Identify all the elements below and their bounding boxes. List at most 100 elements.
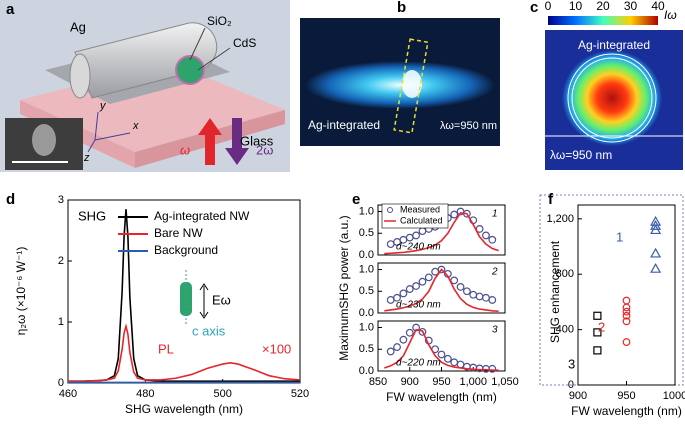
label: 2ω [256, 142, 273, 157]
panel-label: e [352, 191, 360, 208]
legend-label: Background [154, 243, 218, 257]
series-line [68, 323, 301, 382]
y-axis-label: SHG enhancement [548, 240, 562, 343]
panel-label: b [397, 0, 406, 16]
colorbar-tick-label: 20 [596, 0, 610, 13]
marker [482, 293, 490, 302]
x-axis-label: SHG wavelength (nm) [125, 402, 243, 416]
marker [622, 311, 631, 320]
marker [622, 296, 631, 305]
marker [593, 346, 602, 355]
marker [405, 233, 414, 242]
y-tick-label: 1,200 [546, 213, 574, 225]
y-tick-label: 1.0 [359, 321, 374, 333]
y-tick-label: 0.5 [359, 343, 374, 355]
marker [405, 328, 414, 337]
marker [463, 287, 471, 296]
sem-wire [32, 124, 56, 156]
panel-a: a Ag SiO₂ CdS Glass y x z ω 2ω [0, 0, 290, 172]
series-line [68, 209, 300, 382]
marker [412, 282, 421, 290]
marker [393, 343, 401, 351]
x-tick-label: 480 [136, 388, 154, 400]
marker [482, 231, 490, 240]
label: x [132, 120, 139, 132]
marker [450, 358, 459, 367]
label: Glass [240, 133, 274, 148]
marker [456, 360, 465, 369]
legend-label: Calculated [400, 215, 443, 225]
y-axis-label: MaximumSHG power (a.u.) [337, 215, 351, 360]
marker [488, 235, 497, 244]
marker [456, 283, 465, 291]
marker [650, 262, 662, 273]
series-line [384, 211, 499, 255]
y-tick-label: 3 [58, 194, 64, 206]
marker [418, 227, 427, 235]
label: y [99, 100, 107, 112]
x-tick-label: 950 [432, 376, 450, 388]
y-tick-label: 0 [58, 377, 64, 389]
y-tick-label: 0.5 [359, 285, 374, 297]
colorbar-tick-label: 30 [624, 0, 638, 13]
x-tick-label: 1,000 [459, 376, 487, 388]
colorbar-tick-label: 10 [569, 0, 583, 13]
x-tick-label: 850 [369, 376, 387, 388]
y-tick-label: 1.0 [359, 205, 374, 217]
annotation: SHG [78, 208, 106, 223]
annotation: 3 [492, 325, 498, 336]
marker [622, 317, 631, 326]
label: ω [180, 142, 190, 157]
series-line [384, 328, 499, 371]
marker [650, 215, 662, 226]
marker [399, 335, 408, 344]
panel-label: f [548, 191, 554, 208]
marker [424, 273, 433, 282]
arrow-down [225, 118, 249, 165]
boundary [567, 53, 657, 143]
y-tick-label: 0.5 [359, 227, 374, 239]
label: Ag [70, 19, 86, 34]
x-tick-label: 950 [617, 390, 635, 402]
x-axis-label: FW wavelength (nm) [386, 390, 497, 404]
marker [450, 210, 459, 219]
y-axis-label: η₂ω (×10⁻⁶ W⁻¹) [14, 247, 28, 336]
leader [197, 47, 231, 71]
emission [305, 61, 495, 109]
label: λω=950 nm [550, 148, 612, 162]
panel-label: c [530, 0, 538, 16]
legend-label: Measured [400, 204, 440, 214]
x-axis-label: FW wavelength (nm) [571, 404, 682, 418]
x-tick-label: 1000 [663, 390, 685, 402]
marker [593, 311, 602, 320]
panel-label: a [6, 1, 15, 18]
x-tick-label: 460 [59, 388, 77, 400]
legend-label: Bare NW [154, 226, 203, 240]
marker [399, 289, 408, 298]
leader [189, 27, 206, 61]
marker [418, 327, 427, 336]
label: z [83, 152, 90, 164]
label: λω=950 nm [440, 120, 497, 132]
hotspot [402, 70, 422, 98]
legend-swatch [387, 207, 393, 213]
marker [488, 296, 497, 304]
marker [386, 240, 395, 249]
marker [593, 328, 602, 337]
x-tick-label: 520 [291, 388, 309, 400]
colorbar-tick-label: 40 [651, 0, 665, 13]
annotation: d~230 nm [396, 300, 441, 311]
marker [386, 296, 395, 304]
series-label: 2 [598, 319, 605, 334]
x-tick-label: 900 [401, 376, 419, 388]
marker [650, 247, 662, 258]
colorbar-label: Iω [664, 8, 677, 22]
series-label: 1 [616, 229, 623, 244]
marker [437, 265, 446, 274]
marker [622, 307, 631, 316]
x-tick-label: 500 [213, 388, 231, 400]
annotation: 2 [491, 267, 498, 278]
annotation: d~220 nm [396, 358, 441, 369]
wire-outline [393, 38, 429, 134]
